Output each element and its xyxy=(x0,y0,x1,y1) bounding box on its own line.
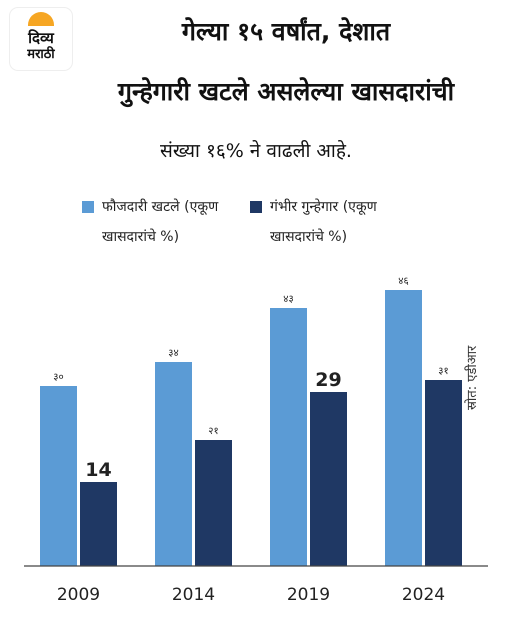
data-label-2009: ३० xyxy=(53,372,63,383)
chart-title-line1: गेल्या १५ वर्षांत, देशात xyxy=(181,17,391,46)
data-label-2024: ३१ xyxy=(438,366,448,377)
data-label-2024: ४६ xyxy=(398,276,408,287)
legend-label-line2: खासदारांचे %) xyxy=(102,229,180,245)
x-tick-label-2019: 2019 xyxy=(287,585,330,605)
data-label-2009: 14 xyxy=(85,459,111,481)
logo: दिव्य मराठी xyxy=(10,8,72,70)
data-label-2019: 29 xyxy=(315,369,341,391)
legend-swatch xyxy=(82,201,94,213)
chart-subtitle: संख्या १६% ने वाढली आहे. xyxy=(160,140,352,162)
chart-title-line2: गुन्हेगारी खटले असलेल्या खासदारांची xyxy=(117,77,455,106)
bar-serious-criminals-2019 xyxy=(310,392,347,566)
bar-criminal-cases-2009 xyxy=(40,386,77,566)
logo-text-line2: मराठी xyxy=(27,47,55,62)
bar-serious-criminals-2024 xyxy=(425,380,462,566)
legend-label-line1: गंभीर गुन्हेगार (एकूण xyxy=(270,199,377,215)
source-note: स्रोत: एडीआर xyxy=(465,345,480,410)
bar-serious-criminals-2009 xyxy=(80,482,117,566)
x-tick-label-2014: 2014 xyxy=(172,585,215,605)
bar-criminal-cases-2024 xyxy=(385,290,422,566)
x-tick-label-2009: 2009 xyxy=(57,585,100,605)
bar-criminal-cases-2014 xyxy=(155,362,192,566)
x-tick-label-2024: 2024 xyxy=(402,585,445,605)
legend-swatch xyxy=(250,201,262,213)
data-label-2019: ४३ xyxy=(283,294,293,305)
legend-label-line1: फौजदारी खटले (एकूण xyxy=(102,199,219,215)
legend-label-line2: खासदारांचे %) xyxy=(270,229,348,245)
sun-logo-icon xyxy=(28,12,54,26)
data-label-2014: २१ xyxy=(208,426,218,437)
bar-serious-criminals-2014 xyxy=(195,440,232,566)
data-label-2014: ३४ xyxy=(168,348,178,359)
bar-criminal-cases-2019 xyxy=(270,308,307,566)
logo-text-line1: दिव्य xyxy=(28,29,54,47)
